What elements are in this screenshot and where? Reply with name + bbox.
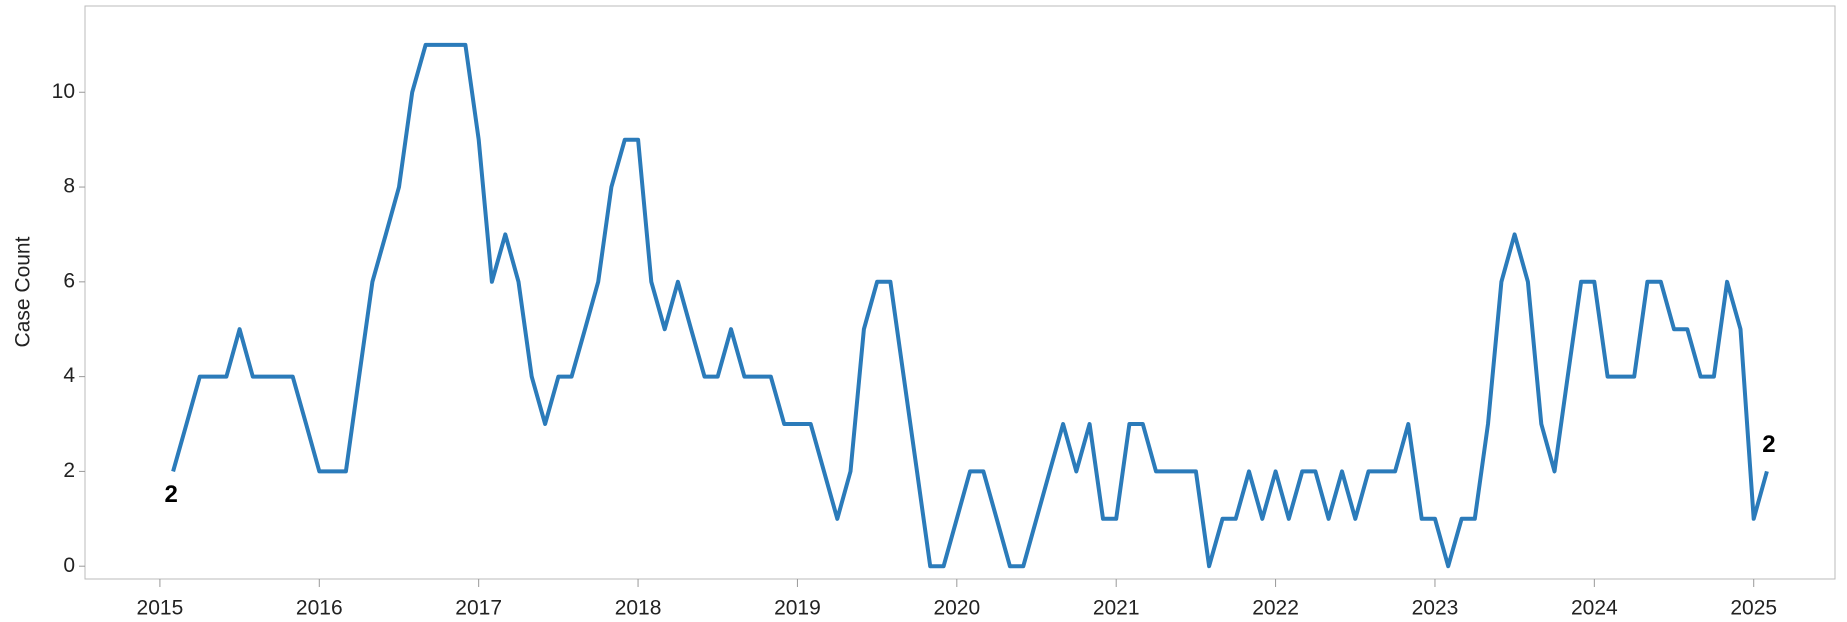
y-tick-label: 10: [52, 80, 75, 103]
data-label: 2: [164, 481, 177, 508]
x-tick-label: 2017: [455, 597, 502, 620]
x-tick-label: 2024: [1571, 597, 1618, 620]
x-tick-label: 2020: [933, 597, 980, 620]
y-tick-label: 6: [63, 269, 75, 292]
x-tick-label: 2025: [1730, 597, 1777, 620]
y-tick-label: 8: [63, 175, 75, 198]
data-label: 2: [1762, 431, 1775, 458]
x-tick-label: 2021: [1093, 597, 1140, 620]
x-tick-label: 2022: [1252, 597, 1299, 620]
x-tick-label: 2015: [137, 597, 184, 620]
plot-frame: [84, 5, 1836, 580]
y-tick-label: 4: [63, 364, 75, 387]
x-tick-label: 2018: [615, 597, 662, 620]
x-tick-label: 2019: [774, 597, 821, 620]
line: [171, 42, 1769, 569]
x-tick-label: 2016: [296, 597, 343, 620]
x-tick-label: 2023: [1412, 597, 1459, 620]
y-tick-label: 2: [63, 459, 75, 482]
y-tick-label: 0: [63, 554, 75, 577]
y-axis-label: Case Count: [12, 236, 35, 347]
